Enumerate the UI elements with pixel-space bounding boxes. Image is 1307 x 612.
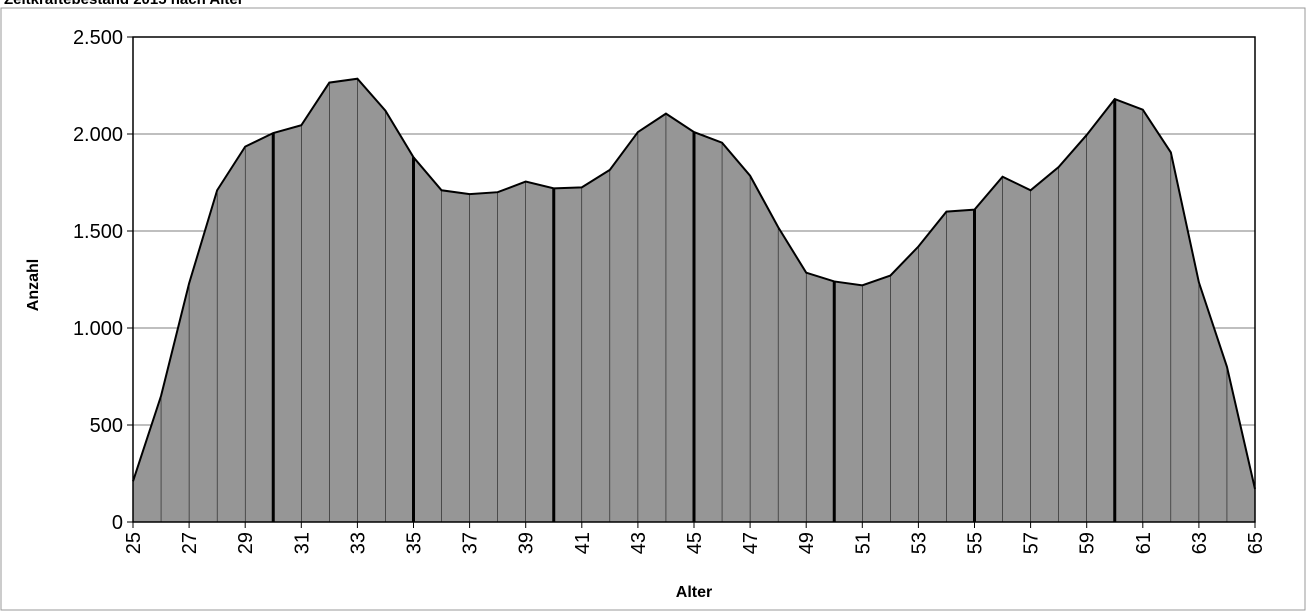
x-tick-label: 63 bbox=[1189, 532, 1211, 554]
x-tick-label: 27 bbox=[179, 532, 201, 554]
y-tick-label: 1.000 bbox=[73, 318, 123, 340]
y-tick-label: 0 bbox=[112, 512, 123, 534]
chart-title: Zeitkräftebestand 2015 nach Alter bbox=[4, 0, 244, 8]
y-axis-label: Anzahl bbox=[25, 259, 42, 311]
x-tick-label: 59 bbox=[1077, 532, 1099, 554]
x-tick-label: 43 bbox=[628, 532, 650, 554]
x-tick-label: 65 bbox=[1245, 532, 1267, 554]
x-tick-label: 57 bbox=[1021, 532, 1043, 554]
x-tick-label: 39 bbox=[516, 532, 538, 554]
x-tick-label: 33 bbox=[347, 532, 369, 554]
x-tick-label: 31 bbox=[291, 532, 313, 554]
x-tick-label: 37 bbox=[460, 532, 482, 554]
x-tick-label: 25 bbox=[123, 532, 145, 554]
x-tick-label: 49 bbox=[796, 532, 818, 554]
x-tick-label: 51 bbox=[852, 532, 874, 554]
x-tick-label: 41 bbox=[572, 532, 594, 554]
x-tick-label: 55 bbox=[965, 532, 987, 554]
x-axis-label: Alter bbox=[676, 584, 712, 601]
y-tick-label: 500 bbox=[90, 415, 123, 437]
y-tick-label: 2.000 bbox=[73, 124, 123, 146]
y-tick-label: 1.500 bbox=[73, 221, 123, 243]
y-tick-label: 2.500 bbox=[73, 27, 123, 49]
area-line bbox=[132, 77, 1256, 490]
x-tick-label: 53 bbox=[908, 532, 930, 554]
x-tick-label: 35 bbox=[404, 532, 426, 554]
x-tick-label: 29 bbox=[235, 532, 257, 554]
x-tick-label: 45 bbox=[684, 532, 706, 554]
x-tick-label: 47 bbox=[740, 532, 762, 554]
x-tick-label: 61 bbox=[1133, 532, 1155, 554]
